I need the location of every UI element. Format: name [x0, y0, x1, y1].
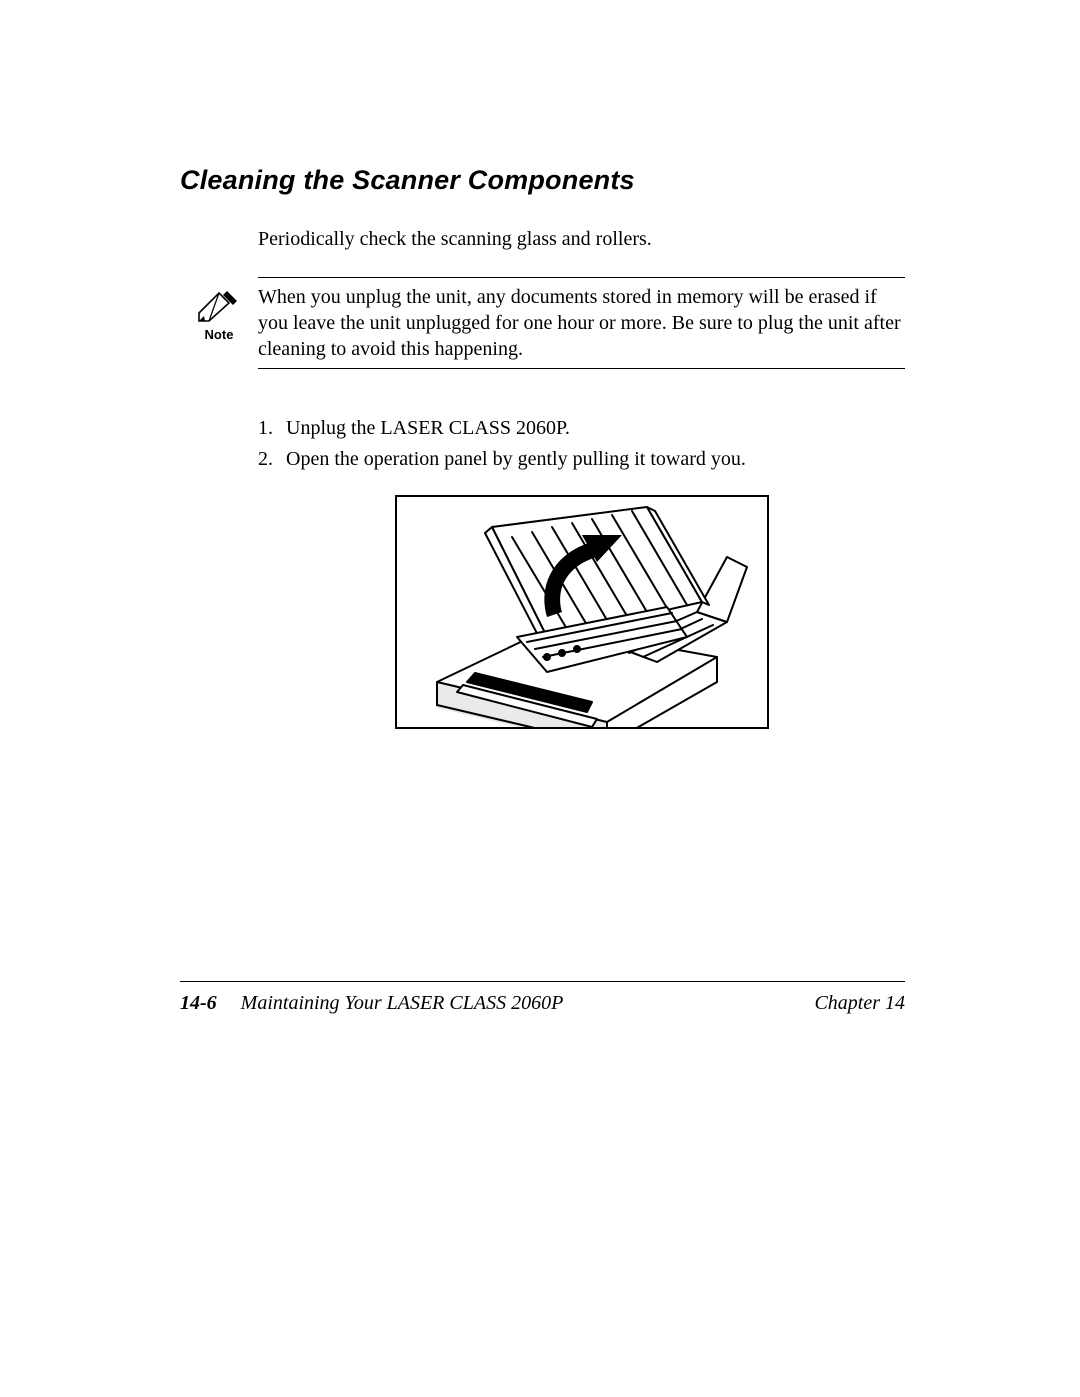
footer-chapter: Chapter 14: [814, 992, 905, 1015]
note-icon-column: Note: [180, 277, 258, 342]
step-text: Unplug the LASER CLASS 2060P.: [286, 413, 570, 444]
note-pencil-icon: [197, 287, 241, 323]
figure-container: [258, 495, 905, 729]
page-footer: 14-6 Maintaining Your LASER CLASS 2060P …: [180, 981, 905, 1015]
footer-section-title: Maintaining Your LASER CLASS 2060P: [241, 992, 564, 1015]
manual-page: Cleaning the Scanner Components Periodic…: [0, 0, 1080, 1397]
step-text: Open the operation panel by gently pulli…: [286, 444, 746, 475]
steps-list: 1. Unplug the LASER CLASS 2060P. 2. Open…: [258, 413, 905, 729]
section-heading: Cleaning the Scanner Components: [180, 165, 905, 196]
step-item: 1. Unplug the LASER CLASS 2060P.: [258, 413, 905, 444]
intro-paragraph: Periodically check the scanning glass an…: [258, 226, 905, 253]
note-block: Note When you unplug the unit, any docum…: [180, 277, 905, 369]
operation-panel-illustration-icon: [397, 497, 767, 727]
step-number: 1.: [258, 413, 286, 444]
note-text: When you unplug the unit, any documents …: [258, 277, 905, 369]
step-item: 2. Open the operation panel by gently pu…: [258, 444, 905, 475]
figure-frame: [395, 495, 769, 729]
note-label: Note: [205, 327, 234, 342]
step-number: 2.: [258, 444, 286, 475]
page-number: 14-6: [180, 992, 217, 1015]
